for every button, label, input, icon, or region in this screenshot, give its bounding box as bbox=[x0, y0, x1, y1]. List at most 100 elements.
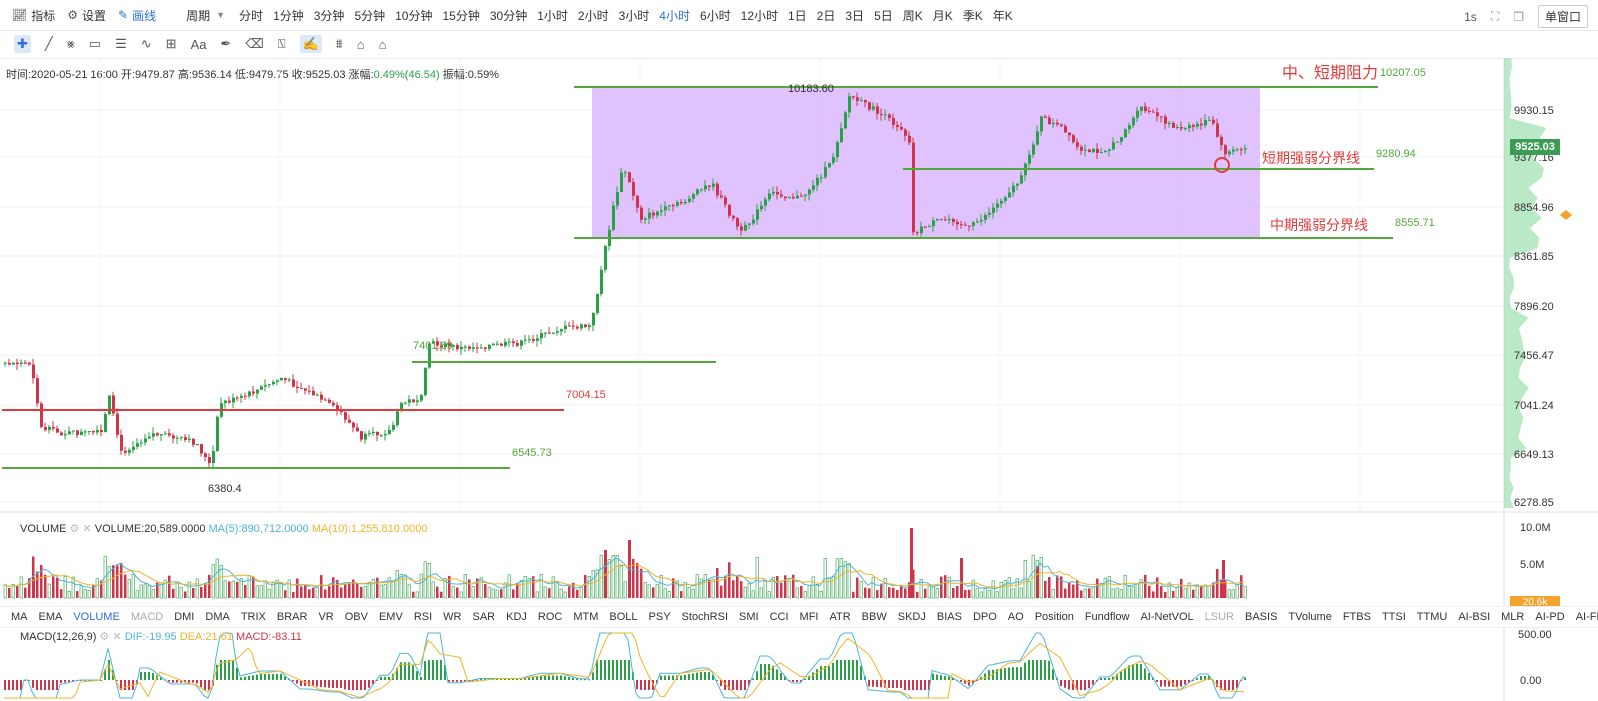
period-5[interactable]: 15分钟 bbox=[442, 8, 480, 23]
period-9[interactable]: 3小时 bbox=[618, 8, 650, 23]
draw-button[interactable]: ✎ 画线 bbox=[118, 7, 156, 24]
indicator-tab-kdj[interactable]: KDJ bbox=[506, 611, 527, 623]
period-15[interactable]: 3日 bbox=[845, 8, 865, 23]
restore-icon[interactable]: ❐ bbox=[1513, 9, 1524, 24]
indicator-tab-dpo[interactable]: DPO bbox=[972, 611, 997, 623]
parallel-lines-tool-icon[interactable]: ☰ bbox=[115, 36, 127, 51]
indicator-tab-ema[interactable]: EMA bbox=[38, 611, 63, 623]
period-16[interactable]: 5日 bbox=[874, 8, 893, 23]
indicator-tab-atr[interactable]: ATR bbox=[829, 611, 851, 623]
candle-body bbox=[1056, 122, 1059, 125]
indicator-tab-trix[interactable]: TRIX bbox=[240, 611, 266, 623]
period-2[interactable]: 3分钟 bbox=[313, 8, 345, 23]
period-12[interactable]: 12小时 bbox=[740, 8, 778, 23]
indicator-tab-fundflow[interactable]: Fundflow bbox=[1084, 611, 1130, 623]
volume-settings-icon[interactable]: ⚙ bbox=[69, 523, 80, 535]
macd-settings-icon[interactable]: ⚙ bbox=[99, 631, 110, 643]
ruler-tool-icon[interactable]: ⍂ bbox=[277, 36, 286, 51]
period-13[interactable]: 1日 bbox=[788, 8, 807, 23]
indicator-tab-mfi[interactable]: MFI bbox=[799, 611, 819, 623]
fullscreen-icon[interactable]: ⛶ bbox=[1490, 9, 1500, 23]
indicator-tab-ai-netvol[interactable]: AI-NetVOL bbox=[1140, 611, 1194, 623]
volume-close-icon[interactable]: ✕ bbox=[82, 523, 92, 535]
indicator-tab-ai-bsi[interactable]: AI-BSI bbox=[1458, 611, 1491, 623]
indicator-tab-brar[interactable]: BRAR bbox=[276, 611, 308, 623]
indicator-tab-ftbs[interactable]: FTBS bbox=[1342, 611, 1371, 623]
wave-tool-icon[interactable]: ∿ bbox=[140, 36, 152, 51]
indicator-tab-ttmu[interactable]: TTMU bbox=[1416, 611, 1448, 623]
period-4[interactable]: 10分钟 bbox=[395, 8, 433, 23]
indicator-tab-cci[interactable]: CCI bbox=[769, 611, 789, 623]
candle-body bbox=[240, 395, 243, 398]
period-11[interactable]: 6小时 bbox=[699, 8, 731, 23]
indicator-tab-dma[interactable]: DMA bbox=[205, 611, 230, 623]
indicator-tab-bias[interactable]: BIAS bbox=[936, 611, 962, 623]
indicator-tab-rsi[interactable]: RSI bbox=[413, 611, 433, 623]
window-mode-select[interactable]: 单窗口 bbox=[1537, 5, 1588, 28]
indicator-tab-ai-fdi[interactable]: AI-FDI bbox=[1575, 611, 1598, 623]
magnet-tool-icon[interactable]: ✍ bbox=[299, 35, 322, 53]
indicator-tab-dmi[interactable]: DMI bbox=[174, 611, 195, 623]
lock-icon[interactable]: ⌂ bbox=[356, 36, 365, 52]
indicator-tab-boll[interactable]: BOLL bbox=[609, 611, 638, 623]
period-8[interactable]: 2小时 bbox=[577, 8, 609, 23]
indicator-tab-ttsi[interactable]: TTSI bbox=[1381, 611, 1406, 623]
period-1[interactable]: 1分钟 bbox=[273, 8, 304, 23]
volume-bar bbox=[864, 587, 867, 598]
fib-tool-icon[interactable]: ⩩ bbox=[335, 36, 343, 51]
indicator-button[interactable]: 📈︎ 指标 bbox=[12, 7, 55, 24]
indicator-tab-lsur[interactable]: LSUR bbox=[1204, 611, 1234, 623]
period-20[interactable]: 年K bbox=[992, 8, 1013, 23]
rectangle-tool-icon[interactable]: ▭ bbox=[88, 36, 102, 51]
brush-tool-icon[interactable]: ✒ bbox=[220, 36, 232, 51]
caret-down-icon: ▼ bbox=[216, 10, 226, 20]
indicator-tab-vr[interactable]: VR bbox=[318, 611, 334, 623]
crosshair-tool-icon[interactable]: ✚ bbox=[14, 35, 31, 53]
period-dropdown[interactable]: 周期 ▼ bbox=[186, 7, 225, 24]
indicator-tab-wr[interactable]: WR bbox=[443, 611, 462, 623]
indicator-tab-position[interactable]: Position bbox=[1034, 611, 1074, 623]
period-3[interactable]: 5分钟 bbox=[354, 8, 386, 23]
indicator-tab-tvolume[interactable]: TVolume bbox=[1288, 611, 1332, 623]
macd-bar bbox=[744, 680, 746, 690]
candle-body bbox=[996, 203, 999, 208]
period-7[interactable]: 1小时 bbox=[537, 8, 568, 23]
period-19[interactable]: 季K bbox=[962, 8, 983, 23]
measure-tool-icon[interactable]: ⊞ bbox=[165, 36, 177, 51]
trash-icon[interactable]: ⌂ bbox=[378, 36, 387, 52]
indicator-tab-basis[interactable]: BASIS bbox=[1245, 611, 1278, 623]
indicator-tab-ao[interactable]: AO bbox=[1007, 611, 1024, 623]
period-6[interactable]: 30分钟 bbox=[489, 8, 528, 23]
trend-line-tool-icon[interactable]: ╱ bbox=[44, 36, 53, 51]
indicator-tab-skdj[interactable]: SKDJ bbox=[897, 611, 926, 623]
indicator-tab-mtm[interactable]: MTM bbox=[573, 611, 599, 623]
indicator-tab-mlr[interactable]: MLR bbox=[1501, 611, 1525, 623]
candle-body bbox=[288, 379, 291, 381]
indicator-tab-stochrsi[interactable]: StochRSI bbox=[681, 611, 729, 623]
settings-button[interactable]: ⚙ 设置 bbox=[67, 7, 106, 24]
multi-line-tool-icon[interactable]: ⨳ bbox=[66, 36, 75, 51]
indicator-tab-ai-pd[interactable]: AI-PD bbox=[1535, 611, 1565, 623]
indicator-tab-sar[interactable]: SAR bbox=[472, 611, 496, 623]
text-tool-icon[interactable]: Aa bbox=[190, 36, 207, 52]
indicator-tab-bbw[interactable]: BBW bbox=[861, 611, 887, 623]
volume-bar bbox=[1139, 579, 1143, 599]
indicator-tab-roc[interactable]: ROC bbox=[537, 611, 563, 623]
volume-bar bbox=[1111, 588, 1115, 599]
period-14[interactable]: 2日 bbox=[816, 8, 836, 23]
period-10[interactable]: 4小时 bbox=[659, 8, 690, 23]
indicator-tab-obv[interactable]: OBV bbox=[344, 611, 368, 623]
interval-label[interactable]: 1s bbox=[1464, 9, 1477, 24]
eraser-tool-icon[interactable]: ⌫ bbox=[245, 36, 264, 51]
indicator-tab-macd[interactable]: MACD bbox=[130, 611, 164, 623]
period-17[interactable]: 周K bbox=[902, 8, 923, 23]
indicator-tab-psy[interactable]: PSY bbox=[648, 611, 671, 623]
indicator-tab-emv[interactable]: EMV bbox=[378, 611, 403, 623]
period-18[interactable]: 月K bbox=[932, 8, 953, 23]
indicator-tab-smi[interactable]: SMI bbox=[739, 611, 759, 623]
indicator-tab-ma[interactable]: MA bbox=[11, 611, 28, 623]
period-0[interactable]: 分时 bbox=[239, 8, 264, 23]
macd-close-icon[interactable]: ✕ bbox=[112, 631, 122, 643]
indicator-tab-volume[interactable]: VOLUME bbox=[73, 611, 120, 623]
price-chart[interactable]: 中、短期阻力 10207.05 短期强弱分界线 9280.94 中期强弱分界线 … bbox=[0, 58, 1598, 701]
